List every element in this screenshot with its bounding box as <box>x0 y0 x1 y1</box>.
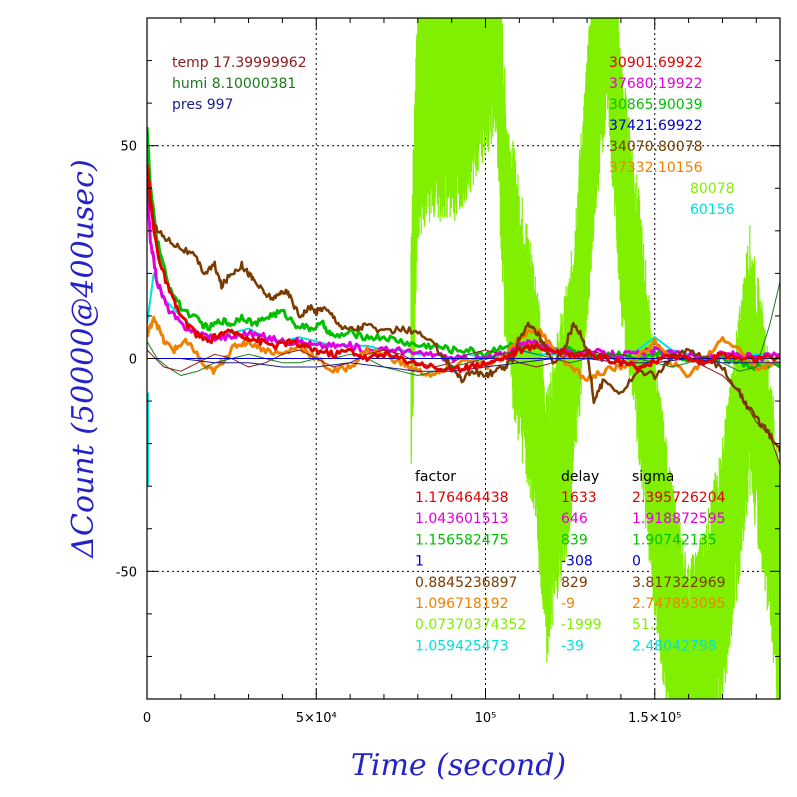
y-tick-label: 0 <box>129 353 137 368</box>
table-delay: -9 <box>561 596 575 612</box>
table-sigma: 0 <box>632 554 641 570</box>
channel-count: 30865.90039 <box>609 97 703 113</box>
table-factor: 0.8845236897 <box>415 575 517 591</box>
env-reading: temp 17.39999962 <box>172 55 307 71</box>
tick-labels: 0 5×10⁴ 10⁵ 1.5×10⁵ 50 0 -50 <box>116 140 682 726</box>
table-delay: -1999 <box>561 617 602 633</box>
channel-count: 37421.69922 <box>609 118 703 134</box>
axis-ticks <box>146 17 780 700</box>
table-sigma: 51.266 2 <box>632 617 694 633</box>
table-header-factor: factor <box>415 469 456 485</box>
series-line-6 <box>147 349 780 466</box>
x-tick-label: 10⁵ <box>475 711 497 726</box>
table-header-delay: delay <box>561 469 599 485</box>
table-factor: 1.156582475 <box>415 532 509 548</box>
channel-count: 37332.10156 <box>609 160 703 176</box>
table-header-sigma: sigma <box>632 469 674 485</box>
channel-count: 60156 <box>690 202 735 218</box>
y-tick-label: 50 <box>120 140 137 155</box>
table-factor: 1.059425473 <box>415 638 509 654</box>
series-line-3 <box>147 315 780 382</box>
table-factor: 1 <box>415 554 424 570</box>
series-line-5 <box>147 281 780 376</box>
table-sigma: 2.395726204 <box>632 490 726 506</box>
channel-count: 80078 <box>690 181 735 197</box>
channel-count: 34070.80078 <box>609 139 703 155</box>
table-factor: 0.07370374352 <box>415 617 526 633</box>
table-factor: 1.043601513 <box>415 511 509 527</box>
y-tick-label: -50 <box>116 565 137 580</box>
table-sigma: 2.48042798 <box>632 638 717 654</box>
channel-count: 30901.69922 <box>609 55 703 71</box>
table-sigma: 1.90742135 <box>632 532 717 548</box>
x-tick-label: 1.5×10⁵ <box>628 711 681 726</box>
table-factor: 1.096718192 <box>415 596 509 612</box>
channel-count: 37680.19922 <box>609 76 703 92</box>
annotations: temp 17.39999962 humi 8.10000381 pres 997 3… <box>172 55 735 654</box>
table-sigma: 1.918872595 <box>632 511 726 527</box>
x-tick-label: 0 <box>143 711 151 726</box>
env-reading: humi 8.10000381 <box>172 76 296 92</box>
table-sigma: 2.747893095 <box>632 596 726 612</box>
series-line-9 <box>147 164 780 374</box>
table-delay: -308 <box>561 554 593 570</box>
x-axis-label: Time (second) <box>351 748 566 783</box>
table-delay: 646 <box>561 511 588 527</box>
table-factor: 1.176464438 <box>415 490 509 506</box>
table-delay: 839 <box>561 532 588 548</box>
table-delay: -39 <box>561 638 584 654</box>
series-line-1 <box>147 126 780 371</box>
table-sigma: 3.817322969 <box>632 575 726 591</box>
x-tick-label: 5×10⁴ <box>296 711 337 726</box>
y-axis-label: ΔCount (50000@400usec) <box>66 159 101 558</box>
series-line-4 <box>147 164 780 453</box>
env-reading: pres 997 <box>172 97 233 113</box>
table-delay: 1633 <box>561 490 597 506</box>
table-delay: 829 <box>561 575 588 591</box>
